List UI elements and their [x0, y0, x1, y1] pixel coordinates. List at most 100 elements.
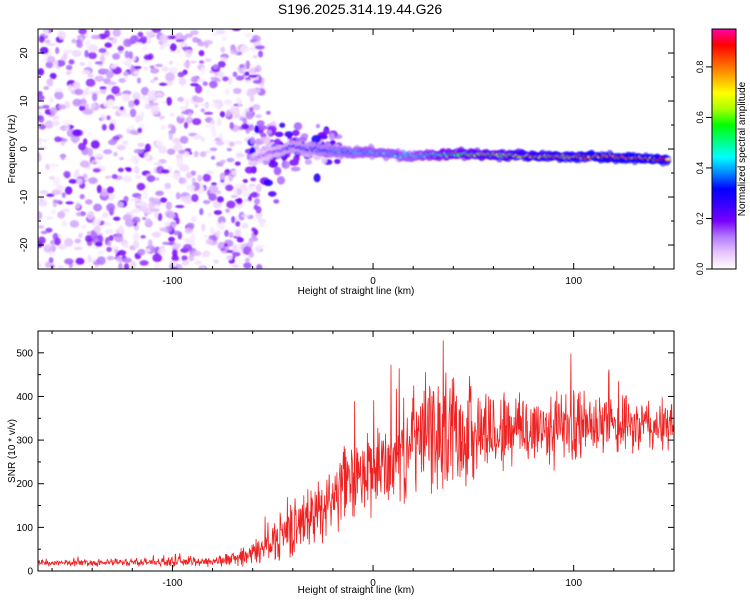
- heatmap-noise-cell: [79, 61, 86, 66]
- heatmap-noise-cell: [145, 217, 151, 225]
- heatmap-noise-cell: [106, 186, 115, 194]
- heatmap-noise-cell: [188, 253, 195, 262]
- heatmap-noise-cell: [57, 211, 66, 219]
- heatmap-noise-cell: [176, 97, 185, 102]
- heatmap-noise-cell: [64, 186, 73, 195]
- heatmap-noise-cell: [284, 131, 294, 138]
- heatmap-noise-cell: [249, 46, 257, 52]
- heatmap-noise-cell: [117, 50, 124, 54]
- heatmap-noise-cell: [244, 198, 250, 202]
- heatmap-noise-cell: [245, 32, 252, 38]
- heatmap-noise-cell: [292, 129, 300, 137]
- heatmap-noise-cell: [104, 42, 113, 48]
- heatmap-noise-cell: [104, 228, 114, 234]
- heatmap-noise-cell: [56, 184, 65, 191]
- heatmap-noise-cell: [185, 98, 190, 107]
- heatmap-noise-cell: [122, 214, 132, 221]
- heatmap-noise-cell: [218, 181, 226, 186]
- heatmap-noise-cell: [82, 109, 93, 115]
- heatmap-noise-cell: [193, 134, 202, 140]
- heatmap-noise-cell: [209, 226, 215, 235]
- heatmap-noise-cell: [76, 178, 84, 185]
- heatmap-noise-cell: [224, 229, 229, 237]
- heatmap-noise-cell: [88, 44, 99, 53]
- heatmap-noise-cell: [232, 71, 238, 78]
- heatmap-noise-cell: [235, 204, 243, 209]
- heatmap-noise-cell: [40, 230, 48, 235]
- heatmap-noise-cell: [150, 105, 161, 115]
- heatmap-noise-cell: [57, 104, 66, 110]
- heatmap-noise-cell: [142, 190, 148, 200]
- heatmap-noise-cell: [194, 84, 203, 94]
- heatmap-noise-cell: [87, 254, 92, 263]
- heatmap-noise-cell: [228, 141, 235, 147]
- heatmap-noise-cell: [39, 189, 49, 195]
- heatmap-noise-cell: [49, 107, 58, 115]
- heatmap-noise-cell: [78, 29, 87, 35]
- heatmap-noise-cell: [191, 177, 196, 184]
- heatmap-noise-cell: [88, 51, 97, 60]
- heatmap-noise-cell: [311, 135, 322, 144]
- heatmap-noise-cell: [175, 217, 180, 225]
- heatmap-noise-cell: [106, 203, 116, 212]
- heatmap-noise-cell: [225, 109, 232, 118]
- heatmap-noise-cell: [190, 215, 197, 223]
- heatmap-noise-cell: [183, 243, 193, 251]
- heatmap-noise-cell: [101, 68, 110, 73]
- heatmap-noise-cell: [198, 60, 205, 64]
- heatmap-noise-cell: [151, 29, 162, 33]
- y-tick-label: -10: [19, 189, 30, 204]
- heatmap-noise-cell: [148, 197, 155, 203]
- heatmap-noise-cell: [191, 193, 199, 203]
- heatmap-noise-cell: [232, 113, 241, 119]
- heatmap-noise-cell: [168, 236, 175, 242]
- colorbar-label: Normalized spectral amplitude: [737, 81, 748, 216]
- heatmap-noise-cell: [125, 167, 132, 172]
- heatmap-noise-cell: [49, 96, 54, 104]
- heatmap-noise-cell: [190, 170, 197, 176]
- heatmap-noise-cell: [80, 69, 91, 75]
- heatmap-noise-cell: [48, 257, 54, 264]
- heatmap-noise-cell: [196, 78, 206, 83]
- heatmap-noise-cell: [44, 261, 51, 268]
- heatmap-noise-cell: [200, 136, 206, 143]
- heatmap-noise-cell: [247, 195, 252, 202]
- heatmap-noise-cell: [167, 80, 174, 85]
- heatmap-noise-cell: [253, 198, 261, 205]
- heatmap-noise-cell: [154, 63, 164, 68]
- heatmap-noise-cell: [94, 75, 105, 82]
- heatmap-noise-cell: [158, 82, 168, 86]
- heatmap-noise-cell: [195, 97, 204, 103]
- heatmap-noise-cell: [219, 172, 226, 181]
- heatmap-noise-cell: [253, 204, 259, 210]
- heatmap-noise-cell: [172, 172, 182, 180]
- heatmap-noise-cell: [130, 198, 140, 202]
- heatmap-noise-cell: [85, 39, 91, 49]
- y-tick-label: 20: [19, 47, 30, 59]
- heatmap-noise-cell: [227, 76, 233, 85]
- heatmap-noise-cell: [212, 99, 223, 104]
- heatmap-noise-cell: [223, 100, 233, 106]
- heatmap-noise-cell: [232, 87, 242, 95]
- heatmap-noise-cell: [190, 30, 199, 36]
- y-tick-label: 400: [16, 392, 33, 403]
- heatmap-noise-cell: [87, 60, 92, 69]
- heatmap-noise-cell: [107, 81, 117, 86]
- heatmap-noise-cell: [190, 82, 199, 87]
- heatmap-noise-cell: [136, 77, 141, 84]
- heatmap-noise-cell: [165, 201, 173, 210]
- heatmap-noise-cell: [94, 61, 103, 65]
- heatmap-noise-cell: [161, 169, 170, 174]
- heatmap-noise-cell: [279, 122, 286, 128]
- heatmap-noise-cell: [213, 210, 222, 216]
- heatmap-noise-cell: [192, 250, 202, 257]
- heatmap-noise-cell: [95, 241, 103, 247]
- heatmap-noise-cell: [123, 38, 133, 48]
- heatmap-noise-cell: [170, 125, 176, 134]
- heatmap-noise-cell: [147, 239, 153, 249]
- heatmap-noise-cell: [254, 45, 265, 50]
- heatmap-noise-cell: [321, 156, 328, 164]
- heatmap-noise-cell: [202, 199, 211, 205]
- heatmap-noise-cell: [213, 259, 220, 264]
- heatmap-noise-cell: [211, 132, 218, 137]
